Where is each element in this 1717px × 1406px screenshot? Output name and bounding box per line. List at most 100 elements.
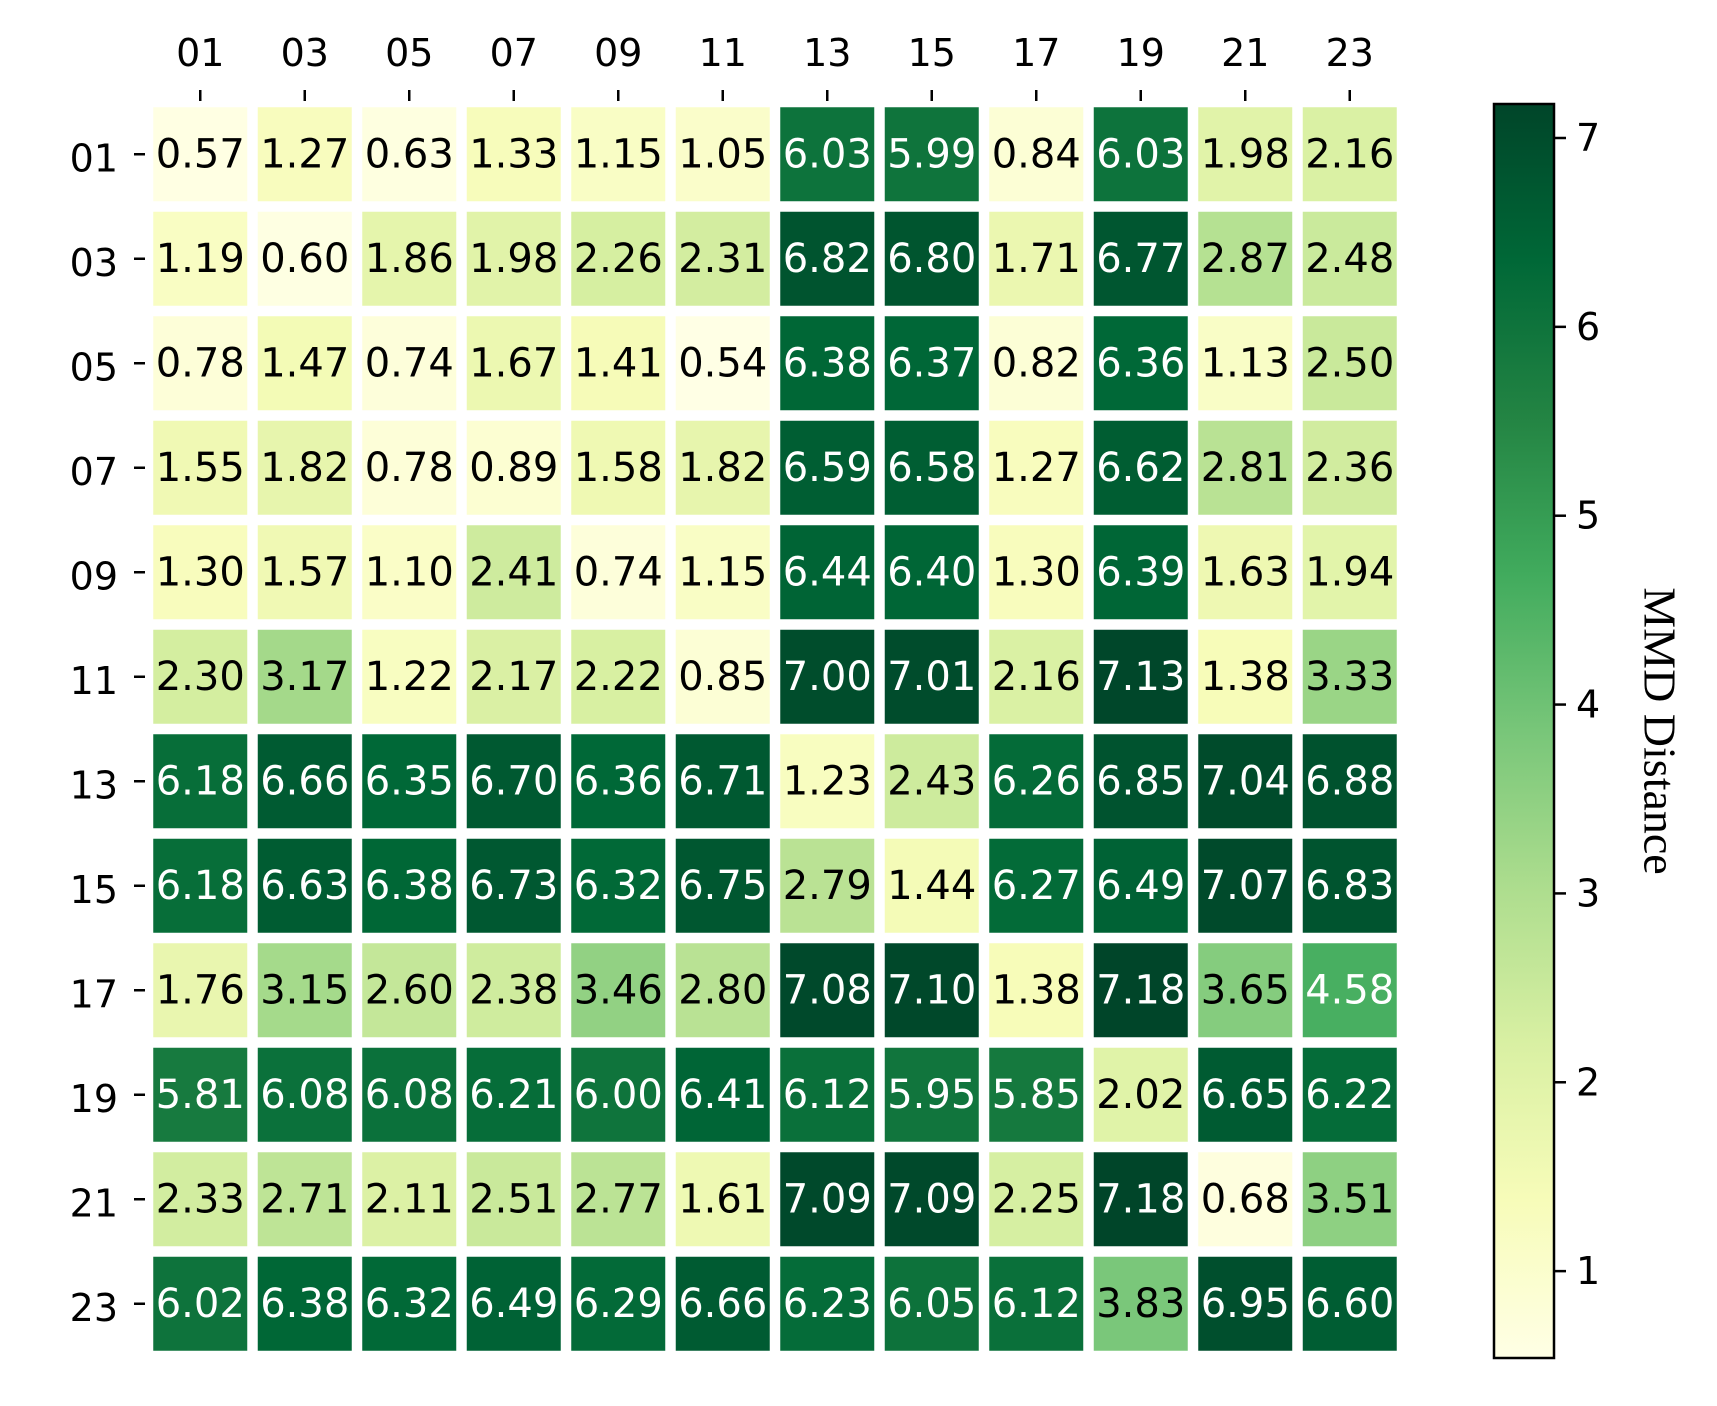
cell-label: 6.08	[260, 1072, 349, 1118]
cell-label: 6.27	[992, 863, 1081, 909]
heatmap-cell	[466, 734, 561, 829]
heatmap-cell	[1093, 525, 1188, 620]
y-tick-label: 15	[70, 868, 118, 912]
heatmap-cell	[884, 1047, 979, 1142]
heatmap-cell	[780, 420, 875, 515]
heatmap-cell	[675, 1152, 770, 1247]
colorbar-tick-label: 1	[1576, 1249, 1600, 1293]
cell-label: 6.08	[365, 1072, 454, 1118]
cell-label: 6.49	[469, 1281, 558, 1327]
cell-label: 2.33	[156, 1176, 245, 1222]
heatmap-cell	[1302, 420, 1397, 515]
cell-label: 6.18	[156, 758, 245, 804]
y-tick-label: 17	[70, 972, 118, 1016]
heatmap-cell	[1093, 629, 1188, 724]
cell-label: 2.48	[1305, 236, 1394, 282]
cell-label: 2.77	[574, 1176, 663, 1222]
cell-label: 3.15	[260, 967, 349, 1013]
cell-label: 7.09	[783, 1176, 872, 1222]
cell-label: 7.18	[1096, 1176, 1185, 1222]
cell-label: 1.63	[1201, 549, 1290, 595]
heatmap-cell	[884, 1256, 979, 1351]
cell-label: 6.63	[260, 863, 349, 909]
heatmap-cell	[1198, 734, 1293, 829]
cell-label: 7.08	[783, 967, 872, 1013]
heatmap-cell	[571, 1047, 666, 1142]
heatmap-cell	[1198, 420, 1293, 515]
cell-label: 6.73	[469, 863, 558, 909]
heatmap-cell	[153, 734, 248, 829]
heatmap-cell	[989, 943, 1084, 1038]
heatmap-cell	[1198, 316, 1293, 411]
cell-label: 2.31	[678, 236, 767, 282]
cell-label: 6.22	[1305, 1072, 1394, 1118]
heatmap-cell	[362, 211, 457, 306]
cell-label: 7.18	[1096, 967, 1185, 1013]
heatmap-cell	[780, 211, 875, 306]
heatmap-cell	[675, 420, 770, 515]
cell-label: 6.70	[469, 758, 558, 804]
cell-label: 6.85	[1096, 758, 1185, 804]
cell-label: 2.17	[469, 654, 558, 700]
cell-label: 1.27	[992, 445, 1081, 491]
cell-label: 1.30	[992, 549, 1081, 595]
heatmap-cell	[153, 943, 248, 1038]
heatmap-cell	[1093, 420, 1188, 515]
heatmap-cell	[571, 107, 666, 202]
heatmap-cell	[362, 1152, 457, 1247]
heatmap-cell	[153, 629, 248, 724]
heatmap-cell	[989, 316, 1084, 411]
heatmap-cell	[1093, 1152, 1188, 1247]
cell-label: 6.62	[1096, 445, 1185, 491]
cell-label: 6.12	[783, 1072, 872, 1118]
heatmap-cell	[153, 838, 248, 933]
heatmap-cell	[675, 211, 770, 306]
heatmap-cell	[675, 316, 770, 411]
cell-label: 2.38	[469, 967, 558, 1013]
heatmap-cell	[1302, 1256, 1397, 1351]
cell-label: 1.30	[156, 549, 245, 595]
heatmap-cell	[257, 943, 352, 1038]
heatmap-cell	[362, 838, 457, 933]
heatmap-cell	[884, 525, 979, 620]
cell-label: 2.11	[365, 1176, 454, 1222]
heatmap-cell	[780, 1152, 875, 1247]
heatmap-cell	[466, 1047, 561, 1142]
heatmap-cell	[153, 1256, 248, 1351]
y-tick-label: 23	[70, 1286, 118, 1330]
cell-label: 1.15	[574, 131, 663, 177]
cell-label: 2.30	[156, 654, 245, 700]
cell-label: 1.86	[365, 236, 454, 282]
cell-label: 6.75	[678, 863, 767, 909]
heatmap-cell	[257, 1152, 352, 1247]
cell-label: 1.94	[1305, 549, 1394, 595]
cell-label: 3.33	[1305, 654, 1394, 700]
heatmap-cell	[1198, 838, 1293, 933]
heatmap-cell	[989, 525, 1084, 620]
heatmap-cell	[1198, 629, 1293, 724]
heatmap-cell	[884, 211, 979, 306]
heatmap-cell	[362, 525, 457, 620]
heatmap-cell	[1093, 1047, 1188, 1142]
cell-label: 1.10	[365, 549, 454, 595]
heatmap-cell	[780, 838, 875, 933]
x-tick-label: 07	[490, 31, 538, 75]
cell-label: 6.32	[574, 863, 663, 909]
cell-label: 2.60	[365, 967, 454, 1013]
cell-label: 2.22	[574, 654, 663, 700]
heatmap-cell	[571, 1256, 666, 1351]
cell-label: 6.18	[156, 863, 245, 909]
heatmap-cell	[153, 420, 248, 515]
heatmap-cell	[780, 316, 875, 411]
cell-label: 7.10	[887, 967, 976, 1013]
cell-label: 0.74	[365, 340, 454, 386]
cell-label: 6.66	[260, 758, 349, 804]
cell-label: 1.22	[365, 654, 454, 700]
cell-label: 6.05	[887, 1281, 976, 1327]
cell-label: 4.58	[1305, 967, 1394, 1013]
heatmap-cell	[466, 107, 561, 202]
heatmap-cell	[362, 734, 457, 829]
cell-label: 7.07	[1201, 863, 1290, 909]
heatmap-cell	[571, 1152, 666, 1247]
